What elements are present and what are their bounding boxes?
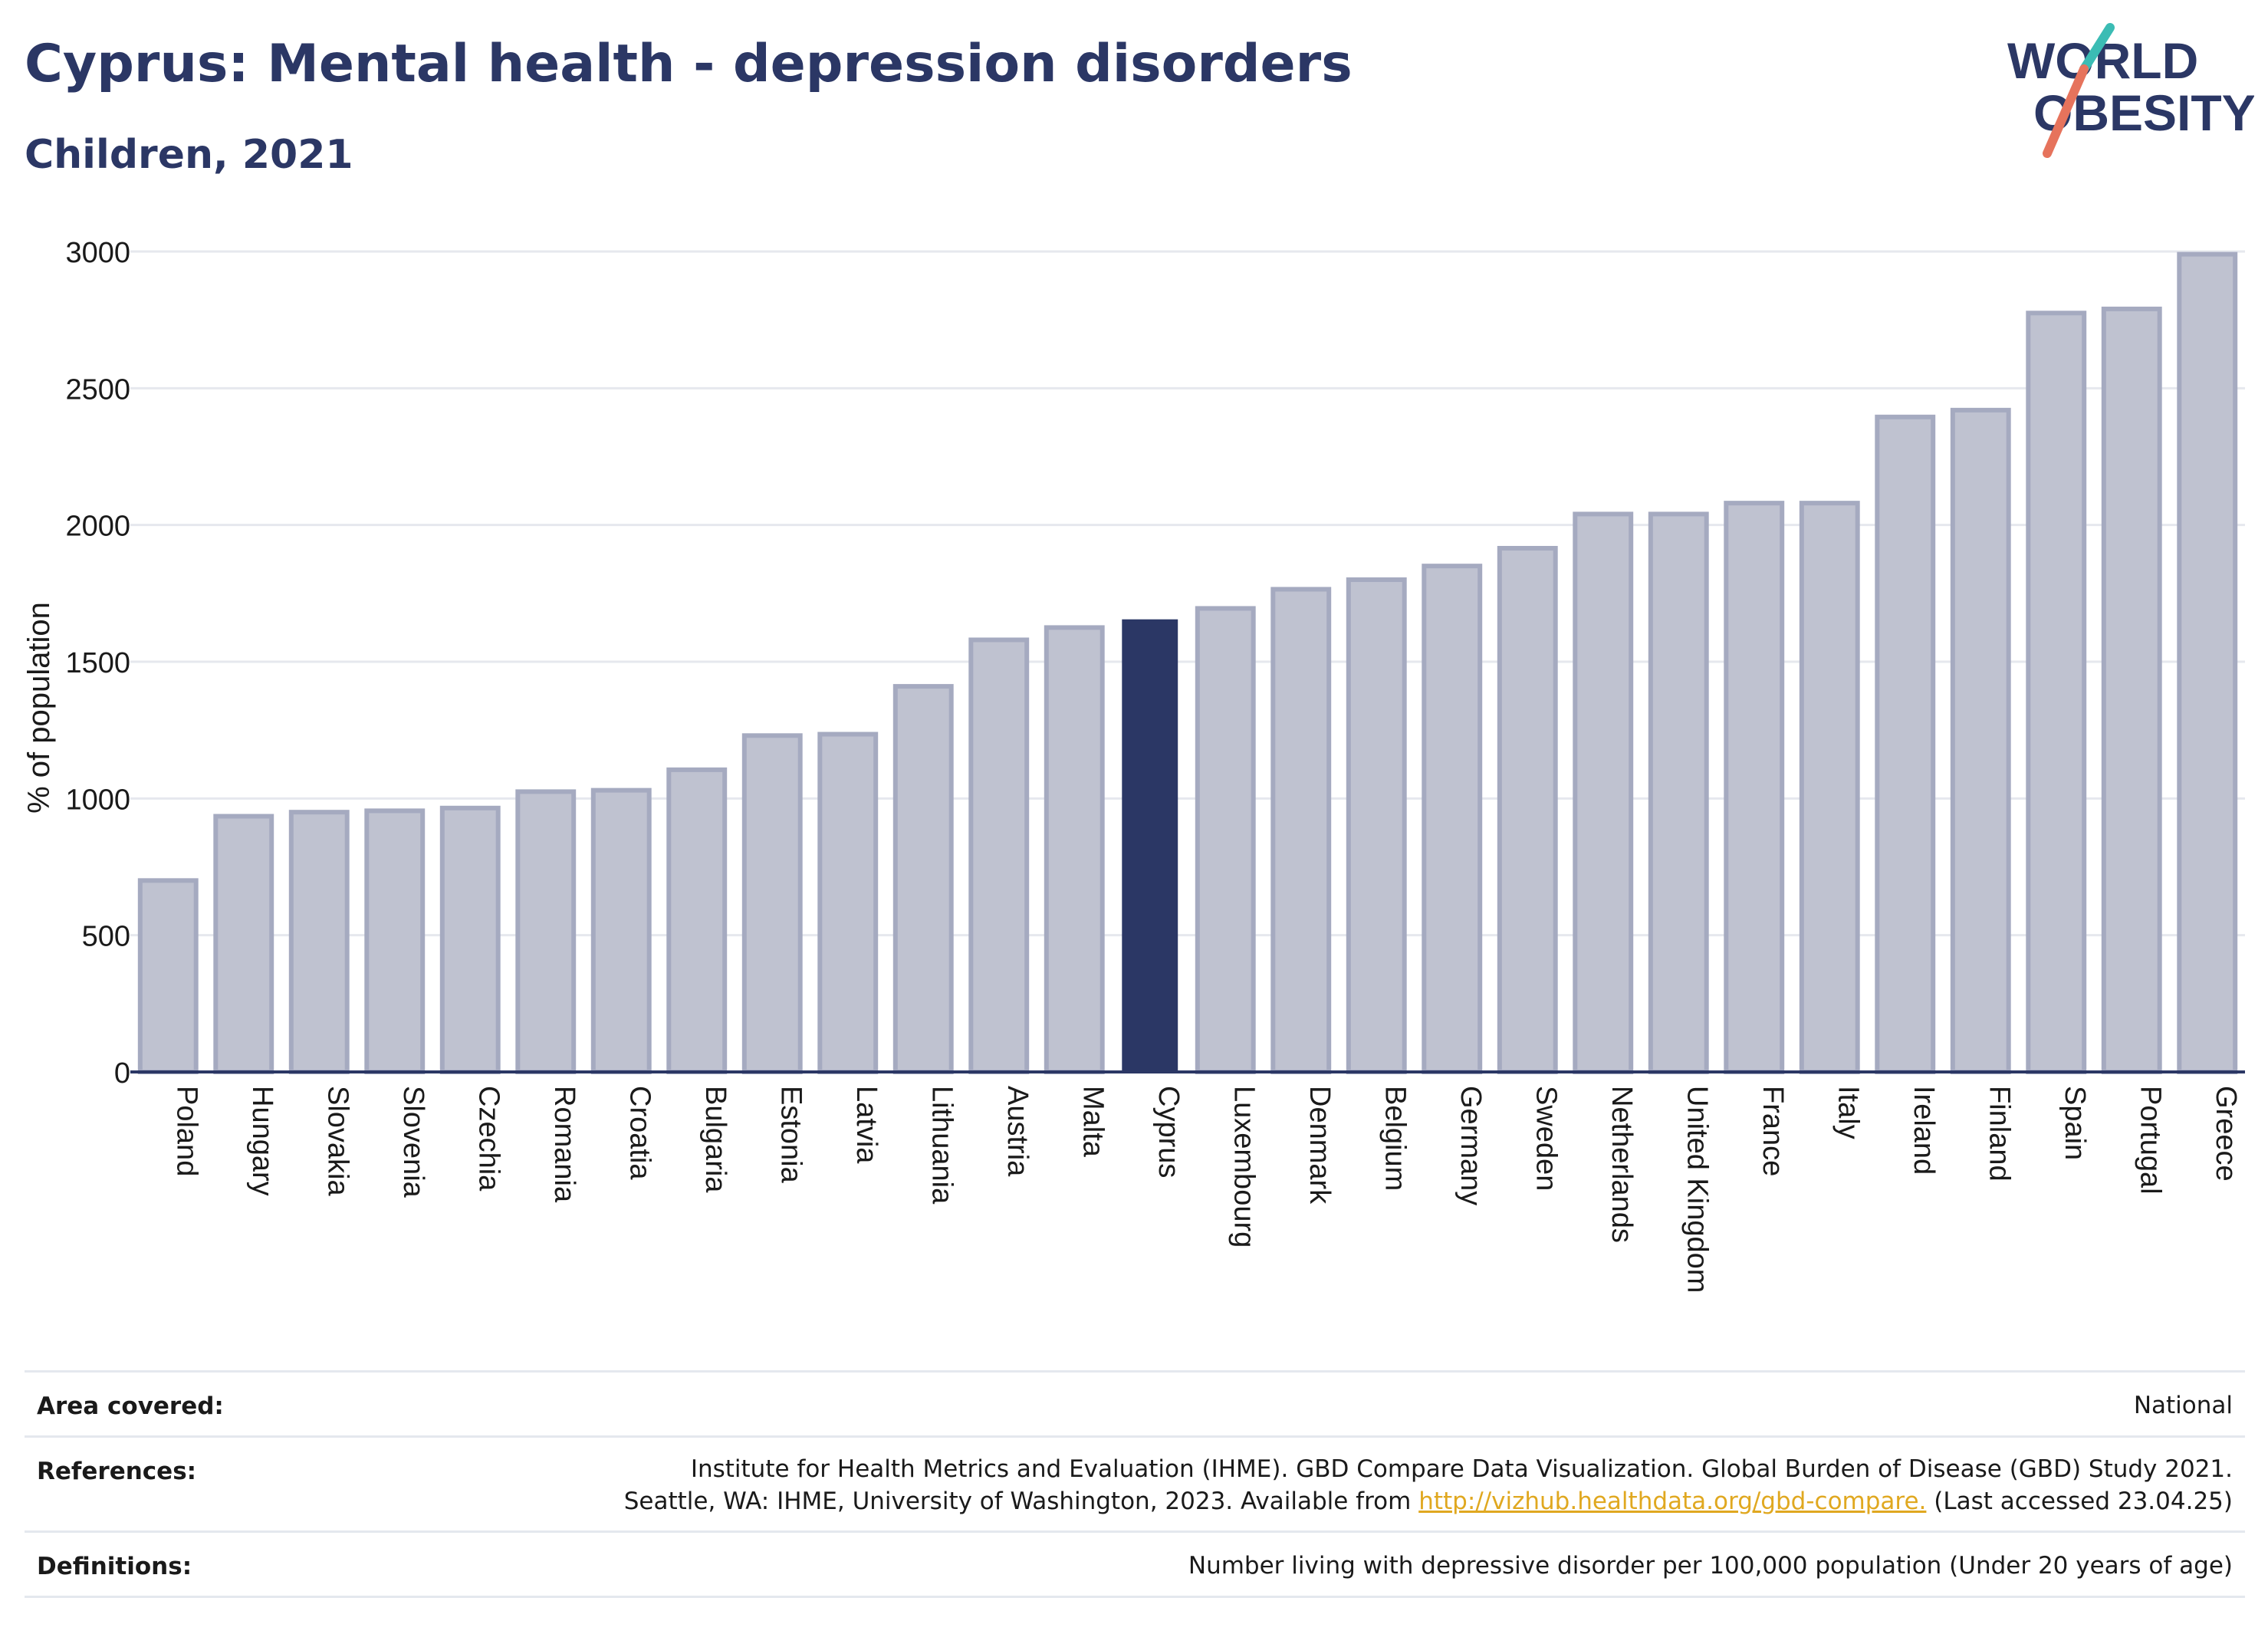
bar-lithuania <box>892 684 954 1074</box>
x-tick-label: Portugal <box>2134 1086 2166 1195</box>
y-tick-label: 1000 <box>65 784 130 816</box>
bar-germany <box>1422 564 1483 1074</box>
x-tick-label: Estonia <box>774 1086 807 1184</box>
x-tick-label: Poland <box>170 1086 202 1176</box>
x-tick-label: Croatia <box>623 1086 656 1180</box>
bar-latvia <box>817 732 879 1074</box>
world-obesity-logo: WORLD OBESITY <box>2007 23 2254 158</box>
bar-united-kingdom <box>1648 511 1709 1074</box>
bar-croatia <box>590 787 652 1075</box>
area-covered-value: National <box>2133 1392 2233 1419</box>
definitions-label: Definitions: <box>37 1553 192 1580</box>
y-tick-label: 0 <box>114 1057 130 1090</box>
x-tick-label: United Kingdom <box>1681 1086 1713 1293</box>
bar-czechia <box>439 805 501 1074</box>
bar-finland <box>1950 407 2011 1075</box>
x-tick-label: Latvia <box>850 1086 883 1164</box>
y-tick-label: 3000 <box>65 237 130 269</box>
x-tick-label: Cyprus <box>1152 1086 1185 1178</box>
references-line2-post: (Last accessed 23.04.25) <box>1934 1488 2233 1515</box>
references-value: Institute for Health Metrics and Evaluat… <box>624 1453 2233 1517</box>
x-tick-label: Spain <box>2059 1086 2091 1160</box>
bar-slovenia <box>364 808 426 1075</box>
references-row: References: Institute for Health Metrics… <box>25 1435 2245 1533</box>
x-tick-label: Czechia <box>472 1086 505 1192</box>
logo-slash-coral <box>2043 64 2089 158</box>
x-tick-label: Slovakia <box>321 1086 353 1196</box>
bar-greece <box>2177 252 2238 1075</box>
y-tick-label: 2500 <box>65 373 130 406</box>
bar-romania <box>515 789 577 1075</box>
x-tick-label: Hungary <box>246 1086 278 1196</box>
bar-slovakia <box>288 810 350 1075</box>
references-line2: Seattle, WA: IHME, University of Washing… <box>624 1485 2233 1517</box>
bar-malta <box>1044 625 1105 1074</box>
x-tick-label: Finland <box>1983 1086 2015 1182</box>
bar-cyprus <box>1122 619 1178 1072</box>
bar-luxembourg <box>1195 606 1256 1074</box>
bars <box>137 252 2238 1075</box>
bar-estonia <box>741 733 803 1074</box>
x-tick-label: Greece <box>2210 1086 2242 1182</box>
x-tick-label: Luxembourg <box>1228 1086 1260 1248</box>
bar-bulgaria <box>666 767 728 1075</box>
area-covered-label: Area covered: <box>37 1392 224 1420</box>
bar-poland <box>137 878 199 1074</box>
references-line1: Institute for Health Metrics and Evaluat… <box>690 1455 2233 1483</box>
bar-chart: 0 500 1000 1500 2000 2500 3000 Poland Hungary Sl… <box>22 237 2245 1293</box>
x-tick-label: Italy <box>1832 1086 1864 1139</box>
references-link[interactable]: http://vizhub.healthdata.org/gbd-compare… <box>1418 1488 1927 1515</box>
x-tick-label: Denmark <box>1303 1086 1336 1205</box>
y-tick-label: 2000 <box>65 511 130 543</box>
x-tick-label: Slovenia <box>397 1086 429 1198</box>
y-axis-label: % of population <box>22 602 56 814</box>
definitions-row: Definitions: Number living with depressi… <box>25 1530 2245 1598</box>
x-tick-label: Romania <box>548 1086 580 1203</box>
x-tick-label: Netherlands <box>1606 1086 1638 1243</box>
references-line2-pre: Seattle, WA: IHME, University of Washing… <box>623 1488 1412 1515</box>
bar-netherlands <box>1573 511 1634 1074</box>
x-tick-label: Austria <box>1001 1086 1034 1177</box>
x-tick-label: Germany <box>1454 1086 1487 1205</box>
info-table: Area covered: National References: Insti… <box>25 1370 2245 1604</box>
y-tick-label: 500 <box>82 921 130 953</box>
page-subtitle: Children, 2021 <box>25 132 353 178</box>
bar-belgium <box>1346 577 1407 1074</box>
x-tick-label: Ireland <box>1908 1086 1940 1175</box>
page-title: Cyprus: Mental health - depression disor… <box>25 34 1353 94</box>
bar-sweden <box>1497 545 1558 1074</box>
bar-france <box>1724 501 1785 1074</box>
bar-denmark <box>1270 587 1332 1074</box>
bar-austria <box>968 637 1030 1074</box>
definitions-value: Number living with depressive disorder p… <box>1188 1552 2233 1580</box>
logo-slash-teal <box>2079 23 2115 74</box>
x-tick-label: Bulgaria <box>699 1086 731 1193</box>
x-axis-labels: Poland Hungary Slovakia Slovenia Czechia Roma… <box>170 1086 2242 1293</box>
y-tick-label: 1500 <box>65 647 130 679</box>
bar-hungary <box>213 814 274 1074</box>
x-tick-label: Malta <box>1076 1086 1109 1158</box>
bar-portugal <box>2101 306 2162 1074</box>
x-tick-label: Belgium <box>1379 1086 1411 1191</box>
x-tick-label: Sweden <box>1530 1086 1562 1191</box>
bar-ireland <box>1875 414 1936 1074</box>
x-tick-label: France <box>1757 1086 1789 1176</box>
x-tick-label: Lithuania <box>925 1086 958 1205</box>
y-axis-ticks: 0 500 1000 1500 2000 2500 3000 <box>65 237 130 1090</box>
area-covered-row: Area covered: National <box>25 1373 2245 1435</box>
bar-spain <box>2026 311 2087 1074</box>
bar-italy <box>1799 501 1860 1074</box>
references-label: References: <box>37 1458 197 1485</box>
